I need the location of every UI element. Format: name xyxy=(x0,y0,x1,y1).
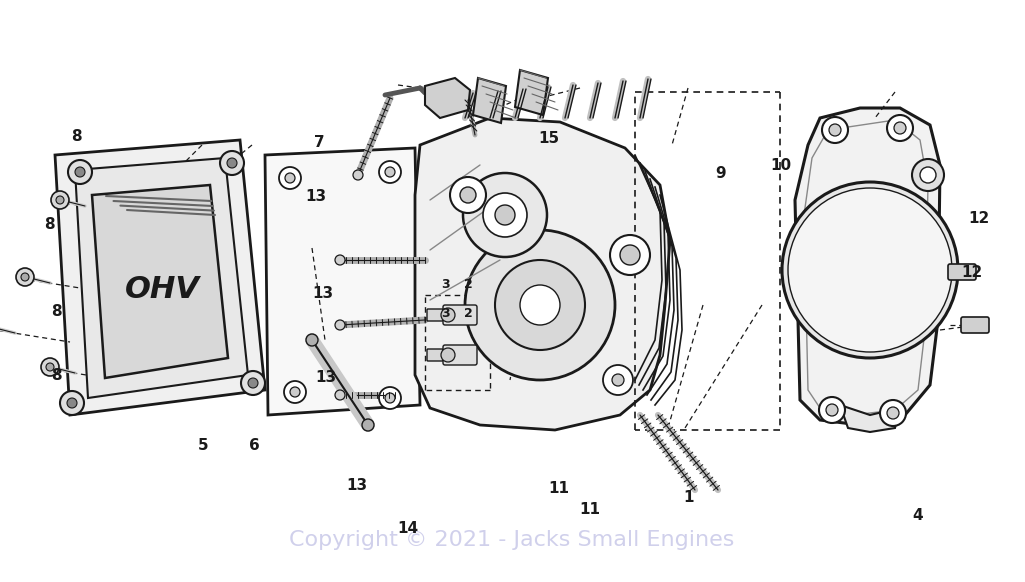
Text: 3: 3 xyxy=(442,307,450,320)
Text: 13: 13 xyxy=(305,189,326,204)
Circle shape xyxy=(41,358,59,376)
Text: 7: 7 xyxy=(315,135,325,150)
Polygon shape xyxy=(92,185,228,378)
Text: 13: 13 xyxy=(316,370,336,385)
Circle shape xyxy=(284,381,306,403)
Circle shape xyxy=(335,390,345,400)
Circle shape xyxy=(51,191,69,209)
Text: 14: 14 xyxy=(398,521,418,536)
Circle shape xyxy=(20,273,29,281)
Text: 10: 10 xyxy=(771,158,791,173)
Text: 9: 9 xyxy=(715,166,726,181)
Text: 2: 2 xyxy=(464,307,473,320)
Circle shape xyxy=(379,161,401,183)
Polygon shape xyxy=(75,158,248,398)
Circle shape xyxy=(826,404,838,416)
Circle shape xyxy=(285,173,295,183)
Circle shape xyxy=(920,167,936,183)
Circle shape xyxy=(441,348,455,362)
Text: 15: 15 xyxy=(538,131,559,146)
Circle shape xyxy=(441,308,455,322)
Text: 8: 8 xyxy=(51,304,61,319)
Polygon shape xyxy=(265,148,420,415)
Circle shape xyxy=(520,285,560,325)
Circle shape xyxy=(465,230,615,380)
Circle shape xyxy=(460,187,476,203)
Text: 11: 11 xyxy=(579,502,600,517)
FancyBboxPatch shape xyxy=(443,345,477,365)
Circle shape xyxy=(887,115,913,141)
Circle shape xyxy=(620,245,640,265)
Text: Copyright © 2021 - Jacks Small Engines: Copyright © 2021 - Jacks Small Engines xyxy=(289,530,735,550)
Circle shape xyxy=(46,363,54,371)
Circle shape xyxy=(248,378,258,388)
Circle shape xyxy=(782,182,958,358)
Circle shape xyxy=(483,193,527,237)
Polygon shape xyxy=(425,78,470,118)
Circle shape xyxy=(894,122,906,134)
FancyBboxPatch shape xyxy=(427,309,443,321)
Circle shape xyxy=(335,255,345,265)
Circle shape xyxy=(887,407,899,419)
Circle shape xyxy=(385,393,395,403)
Polygon shape xyxy=(840,405,900,432)
Circle shape xyxy=(912,159,944,191)
Text: 8: 8 xyxy=(72,129,82,144)
Text: 6: 6 xyxy=(249,438,259,453)
Circle shape xyxy=(788,188,952,352)
Circle shape xyxy=(819,397,845,423)
Polygon shape xyxy=(473,78,506,123)
Circle shape xyxy=(306,334,318,346)
Circle shape xyxy=(56,196,64,204)
Text: 13: 13 xyxy=(346,478,367,494)
Circle shape xyxy=(290,387,300,397)
FancyBboxPatch shape xyxy=(427,349,443,361)
Circle shape xyxy=(67,398,77,408)
Circle shape xyxy=(463,173,547,257)
Circle shape xyxy=(75,167,85,177)
FancyBboxPatch shape xyxy=(443,305,477,325)
Circle shape xyxy=(353,170,363,180)
Polygon shape xyxy=(55,140,265,415)
Text: 3: 3 xyxy=(442,278,450,290)
Text: OHV: OHV xyxy=(124,275,200,304)
Circle shape xyxy=(220,151,244,175)
FancyBboxPatch shape xyxy=(961,317,989,333)
Text: 4: 4 xyxy=(912,508,922,523)
Circle shape xyxy=(450,177,486,213)
Text: 12: 12 xyxy=(961,265,982,280)
Text: 2: 2 xyxy=(464,278,473,290)
Circle shape xyxy=(16,268,34,286)
Circle shape xyxy=(385,167,395,177)
Circle shape xyxy=(241,371,265,395)
Text: 8: 8 xyxy=(44,217,54,232)
Text: 8: 8 xyxy=(51,368,61,383)
Text: 12: 12 xyxy=(969,211,989,226)
Text: 13: 13 xyxy=(313,286,333,301)
Circle shape xyxy=(379,387,401,409)
Circle shape xyxy=(68,160,92,184)
Polygon shape xyxy=(415,118,670,430)
Circle shape xyxy=(880,400,906,426)
FancyBboxPatch shape xyxy=(948,264,976,280)
Circle shape xyxy=(362,419,374,431)
Circle shape xyxy=(610,235,650,275)
Circle shape xyxy=(335,320,345,330)
Circle shape xyxy=(495,260,585,350)
Text: 5: 5 xyxy=(198,438,208,453)
Circle shape xyxy=(612,374,624,386)
Circle shape xyxy=(603,365,633,395)
Circle shape xyxy=(227,158,237,168)
Circle shape xyxy=(822,117,848,143)
Circle shape xyxy=(495,205,515,225)
Circle shape xyxy=(279,167,301,189)
Circle shape xyxy=(829,124,840,136)
Polygon shape xyxy=(515,70,548,115)
Circle shape xyxy=(60,391,84,415)
Text: 1: 1 xyxy=(684,490,694,505)
Text: 11: 11 xyxy=(548,481,569,496)
Polygon shape xyxy=(795,108,940,425)
